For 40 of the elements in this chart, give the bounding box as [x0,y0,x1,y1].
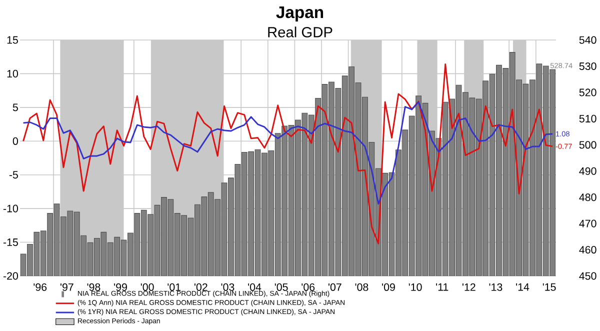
y-tick-label: 15 [7,36,18,44]
x-tick-label: '96 [34,283,47,291]
x-tick-label: '07 [328,283,342,291]
y-tick-label: 10 [7,70,18,78]
x-tick-label: '05 [274,283,288,291]
x-tick-label: '03 [221,283,234,291]
x-tick-label: '98 [87,283,100,291]
y2-tick-label: 520 [579,88,596,96]
x-tick-label: '11 [436,283,448,291]
x-tick-label: '02 [194,283,208,291]
y-tick-label: 0 [12,137,18,145]
y-tick-label: -5 [9,171,18,179]
y-tick-label: -10 [3,204,18,212]
chart-subtitle: Real GDP [268,26,332,38]
x-tick-label: '99 [114,283,127,291]
x-tick-label: '15 [542,283,556,291]
x-tick-label: '06 [302,283,315,291]
y2-tick-label: 490 [579,167,596,175]
x-tick-label: '09 [382,283,395,291]
y-tick-label: 5 [12,104,18,112]
y-tick-label: -15 [3,238,18,246]
y2-tick-label: 500 [579,141,596,149]
x-tick-label: '14 [516,283,530,291]
x-tick-label: '97 [60,283,74,291]
y2-tick-label: 450 [579,272,596,280]
y2-tick-label: 540 [579,36,596,44]
chart-title: Japan [276,6,324,22]
y2-tick-label: 470 [579,220,596,228]
x-tick-label: '00 [140,283,154,291]
y2-tick-label: 530 [579,62,596,70]
y-tick-label: -20 [3,272,18,280]
y2-tick-label: 510 [579,114,596,122]
x-tick-label: '13 [489,283,502,291]
x-tick-label: '04 [248,283,262,291]
y2-tick-label: 460 [579,246,596,254]
x-tick-label: '08 [355,283,368,291]
y2-tick-label: 480 [579,194,596,202]
x-tick-label: '12 [462,283,476,291]
x-tick-label: '10 [408,283,422,291]
x-tick-label: '01 [168,283,181,291]
